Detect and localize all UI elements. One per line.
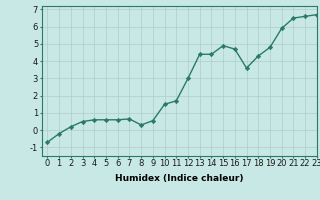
X-axis label: Humidex (Indice chaleur): Humidex (Indice chaleur): [115, 174, 244, 183]
